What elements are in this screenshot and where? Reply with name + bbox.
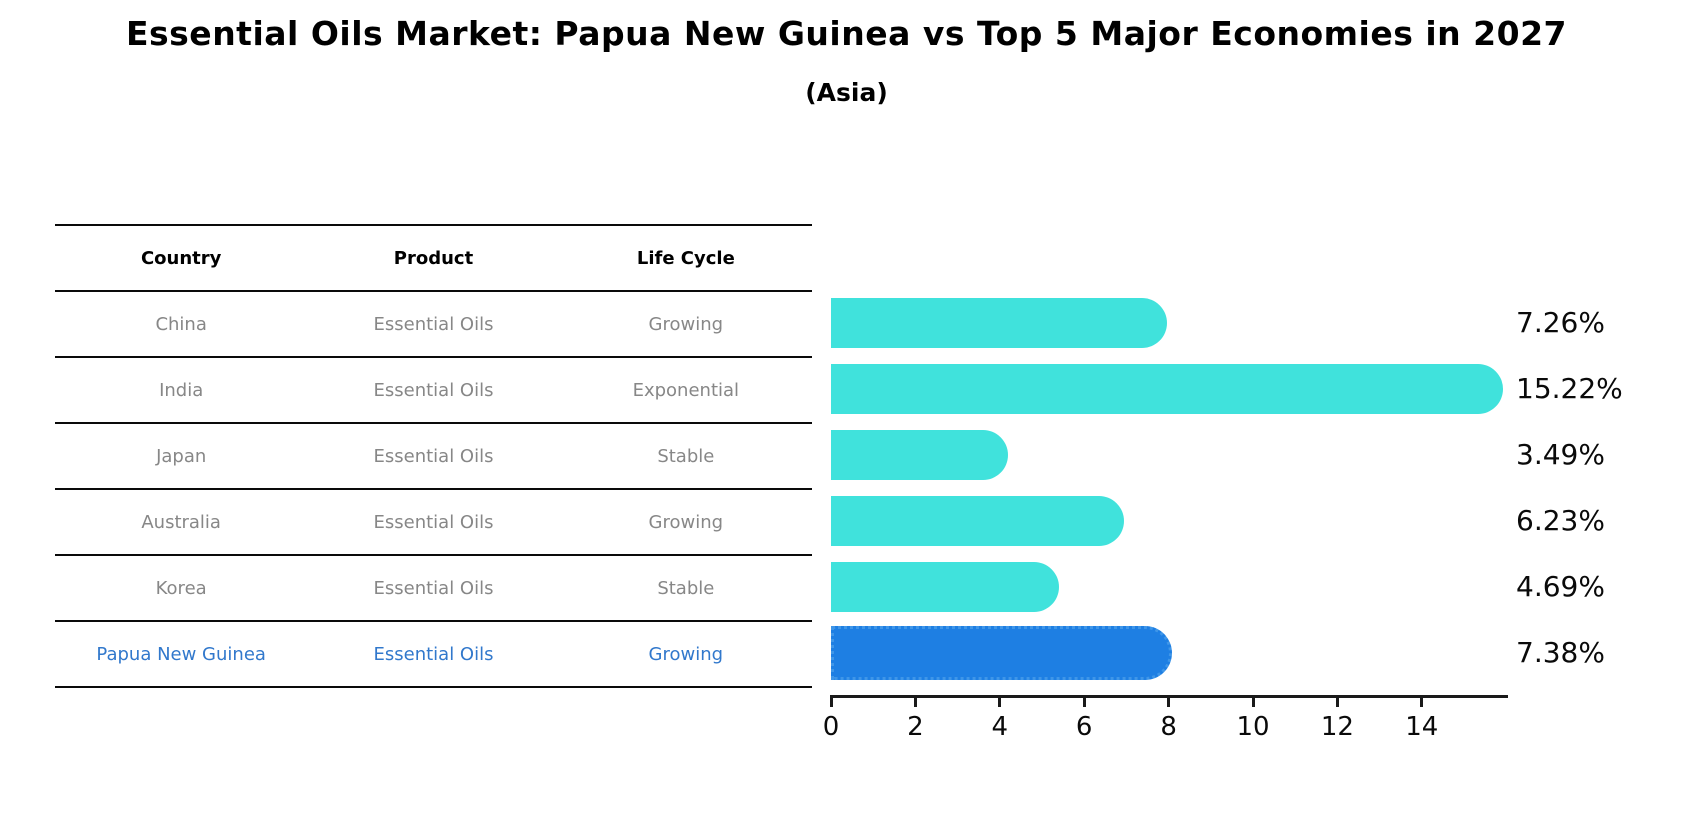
x-tick-label: 10 [1236, 712, 1270, 742]
table-cell-life-cycle: Exponential [632, 379, 740, 401]
table-row: China Essential Oils Growing [55, 290, 812, 356]
chart-title: Essential Oils Market: Papua New Guinea … [125, 14, 1568, 53]
bar-value-label: 7.26% [1516, 306, 1605, 339]
table-cell-life-cycle: Growing [648, 511, 724, 533]
table-cell-country: India [159, 379, 204, 401]
table-cell-country: Australia [141, 511, 221, 533]
table-header-row: Country Product Life Cycle [55, 224, 812, 290]
column-header-product: Product [393, 247, 474, 269]
chart-subtitle: (Asia) [805, 78, 888, 107]
table-row: Japan Essential Oils Stable [55, 422, 812, 488]
x-tick-label: 2 [907, 712, 924, 742]
table-row: Papua New Guinea Essential Oils Growing [55, 620, 812, 686]
x-tick-label: 0 [822, 712, 840, 742]
table-cell-country: Papua New Guinea [96, 643, 266, 665]
table-cell-product: Essential Oils [373, 445, 494, 467]
bar-india [831, 364, 1503, 414]
bar-china [831, 298, 1167, 348]
bar-japan [831, 430, 1008, 480]
bar-value-label: 6.23% [1516, 504, 1605, 537]
table-cell-product: Essential Oils [373, 511, 494, 533]
x-tick [1335, 695, 1339, 707]
table-cell-product: Essential Oils [373, 643, 494, 665]
x-tick-label: 8 [1160, 712, 1177, 742]
column-header-life-cycle: Life Cycle [636, 247, 735, 269]
table-cell-product: Essential Oils [373, 379, 494, 401]
table-cell-life-cycle: Growing [648, 313, 724, 335]
table-cell-life-cycle: Stable [657, 577, 715, 599]
x-tick [998, 695, 1002, 707]
table-body: China Essential Oils Growing India Essential… [55, 290, 812, 686]
table-cell-product: Essential Oils [373, 313, 494, 335]
x-tick [1167, 695, 1171, 707]
x-tick-label: 4 [991, 712, 1009, 742]
column-header-country: Country [140, 247, 222, 269]
table-cell-life-cycle: Growing [648, 643, 724, 665]
x-tick-label: 12 [1320, 712, 1354, 742]
x-tick [1251, 695, 1255, 707]
bar-australia [831, 496, 1124, 546]
x-tick [913, 695, 917, 707]
x-tick [1082, 695, 1086, 707]
x-tick [1420, 695, 1424, 707]
bar-value-label: 7.38% [1516, 636, 1605, 669]
x-tick-label: 14 [1405, 712, 1439, 742]
table-cell-country: China [155, 313, 207, 335]
table-cell-country: Korea [155, 577, 207, 599]
bar-highlight-papua-new-guinea [831, 626, 1172, 680]
x-tick [829, 695, 833, 707]
table-row: Australia Essential Oils Growing [55, 488, 812, 554]
x-tick-label: 6 [1075, 712, 1093, 742]
bar-korea [831, 562, 1059, 612]
country-table: Country Product Life Cycle China Essentia… [55, 224, 812, 688]
table-cell-product: Essential Oils [373, 577, 494, 599]
table-cell-country: Japan [156, 445, 207, 467]
bar-value-label: 4.69% [1516, 570, 1605, 603]
table-row: India Essential Oils Exponential [55, 356, 812, 422]
bar-value-label: 3.49% [1516, 438, 1605, 471]
table-cell-life-cycle: Stable [657, 445, 715, 467]
table-row: Korea Essential Oils Stable [55, 554, 812, 620]
bar-value-label: 15.22% [1516, 372, 1623, 405]
